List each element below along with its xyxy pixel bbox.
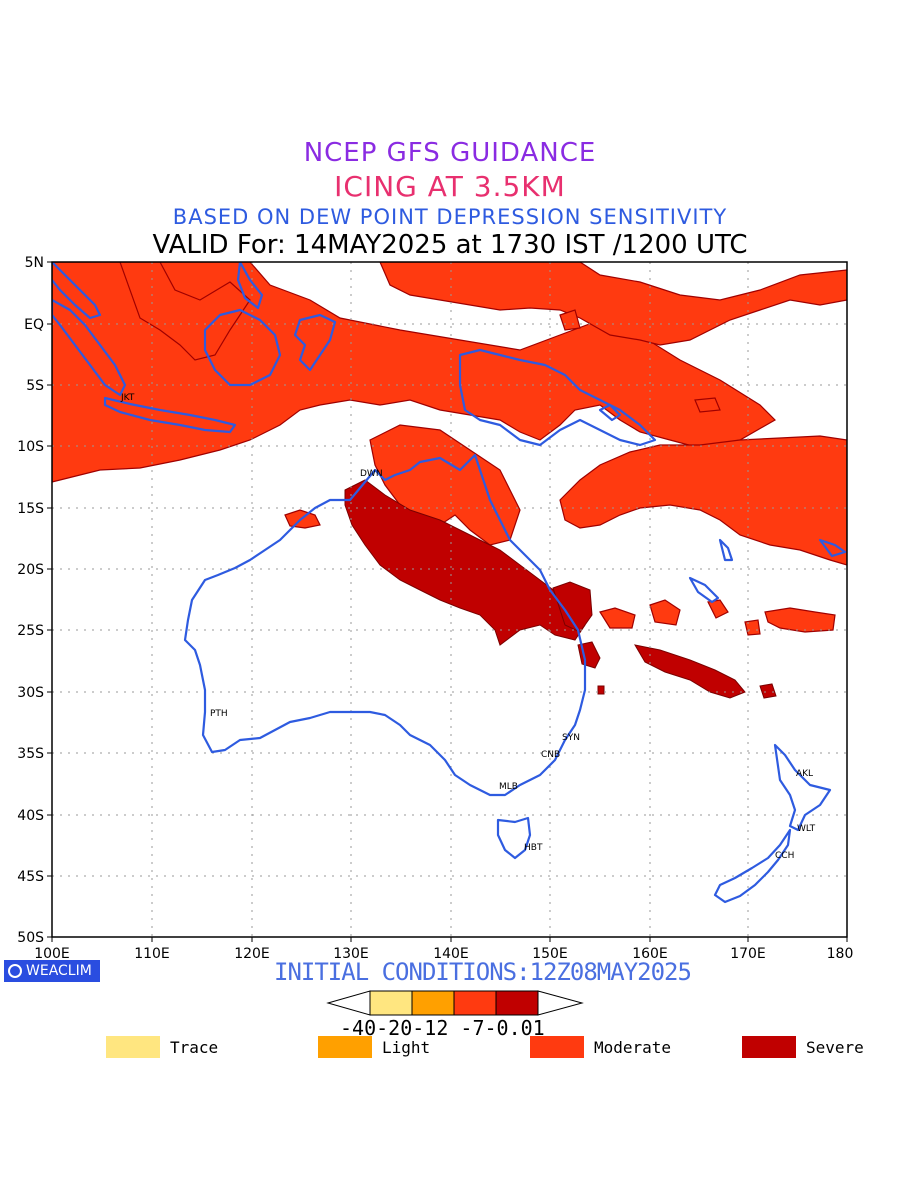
nz-north-coast: [773, 743, 832, 832]
colorbar-left-arrow: [326, 990, 371, 1016]
severe-icing-areas: [344, 479, 777, 699]
colorbar-right-arrow: [537, 990, 584, 1016]
legend-item-moderate: Moderate: [530, 1036, 671, 1058]
legend-label: Light: [382, 1037, 431, 1057]
colorbar: [326, 990, 584, 1016]
icing-fields: [52, 262, 847, 699]
city-label: HBT: [524, 843, 543, 853]
tick-marks: [47, 261, 848, 942]
colorbar-light-swatch: [411, 990, 455, 1016]
copyright-icon: [8, 964, 22, 978]
legend-item-trace: Trace: [106, 1036, 218, 1058]
city-label: MLB: [499, 782, 518, 792]
lat-label: 20S: [17, 562, 44, 578]
city-label: WLT: [797, 824, 816, 834]
lat-label: 45S: [17, 869, 44, 885]
lat-label: 25S: [17, 623, 44, 639]
title-model: NCEP GFS GUIDANCE: [303, 138, 597, 168]
lat-label: 5S: [26, 378, 44, 394]
latitude-labels: 5N EQ 5S 10S 15S 20S 25S 30S 35S 40S 45S…: [17, 255, 44, 946]
legend-label: Moderate: [594, 1037, 672, 1057]
weaclim-logo: WEACLIM: [4, 960, 100, 982]
city-label: AKL: [796, 769, 813, 779]
initial-conditions: INITIAL CONDITIONS:12Z08MAY2025: [274, 958, 692, 986]
title-method: BASED ON DEW POINT DEPRESSION SENSITIVIT…: [172, 205, 728, 229]
legend-item-light: Light: [318, 1036, 430, 1058]
lat-label: 30S: [17, 685, 44, 701]
lon-label: 180: [827, 946, 854, 962]
tasmania-coast: [496, 816, 532, 860]
philippines-coast: [236, 262, 264, 310]
java-coast: [103, 396, 237, 434]
lat-label: 50S: [17, 930, 44, 946]
lon-label: 100E: [34, 946, 70, 962]
nz-south-coast: [713, 828, 792, 904]
colorbar-moderate-swatch: [453, 990, 497, 1016]
longitude-labels: 100E 110E 120E 130E 140E 150E 160E 170E …: [34, 946, 853, 962]
plot-frame: [51, 261, 848, 938]
title-product: ICING AT 3.5KM: [334, 170, 566, 203]
lat-label: 10S: [17, 439, 44, 455]
borneo-coast: [203, 308, 282, 387]
pacific-islands-coast: [688, 576, 720, 604]
lat-label: 35S: [17, 746, 44, 762]
lat-label: 5N: [25, 255, 44, 271]
city-label: JKT: [120, 393, 135, 403]
lon-label: 150E: [532, 946, 568, 962]
city-labels: JKT DWN PTH SYN CNB MLB HBT AKL WLT CCH: [120, 393, 816, 861]
legend-item-severe: Severe: [742, 1036, 864, 1058]
legend-label: Severe: [806, 1037, 864, 1057]
lon-label: 120E: [234, 946, 270, 962]
new-guinea-coast: [458, 348, 657, 447]
australia-coast: [183, 453, 587, 797]
logo-text: WEACLIM: [26, 963, 92, 979]
legend-swatch: [106, 1036, 160, 1058]
city-label: SYN: [562, 733, 580, 743]
sumatra-coast: [52, 298, 127, 397]
colorbar-trace-swatch: [369, 990, 413, 1016]
title-valid-time: VALID For: 14MAY2025 at 1730 IST /1200 U…: [152, 230, 748, 260]
lon-label: 110E: [134, 946, 170, 962]
lat-label: EQ: [24, 317, 44, 333]
city-label: DWN: [360, 469, 383, 479]
legend-swatch: [530, 1036, 584, 1058]
lat-label: 40S: [17, 808, 44, 824]
legend-swatch: [742, 1036, 796, 1058]
city-label: CNB: [541, 750, 560, 760]
lon-label: 140E: [433, 946, 469, 962]
legend-swatch: [318, 1036, 372, 1058]
city-label: PTH: [210, 709, 228, 719]
grid-lines: [52, 262, 847, 937]
legend-label: Trace: [170, 1037, 219, 1057]
colorbar-labels: -40-20-12 -7-0.01: [340, 1016, 545, 1040]
lon-label: 170E: [730, 946, 766, 962]
colorbar-severe-swatch: [495, 990, 539, 1016]
city-label: CCH: [775, 851, 794, 861]
lon-label: 130E: [333, 946, 369, 962]
lon-label: 160E: [632, 946, 668, 962]
malay-coast: [52, 262, 102, 320]
lat-label: 15S: [17, 501, 44, 517]
coastlines: [52, 262, 847, 904]
sulawesi-coast: [293, 313, 337, 372]
